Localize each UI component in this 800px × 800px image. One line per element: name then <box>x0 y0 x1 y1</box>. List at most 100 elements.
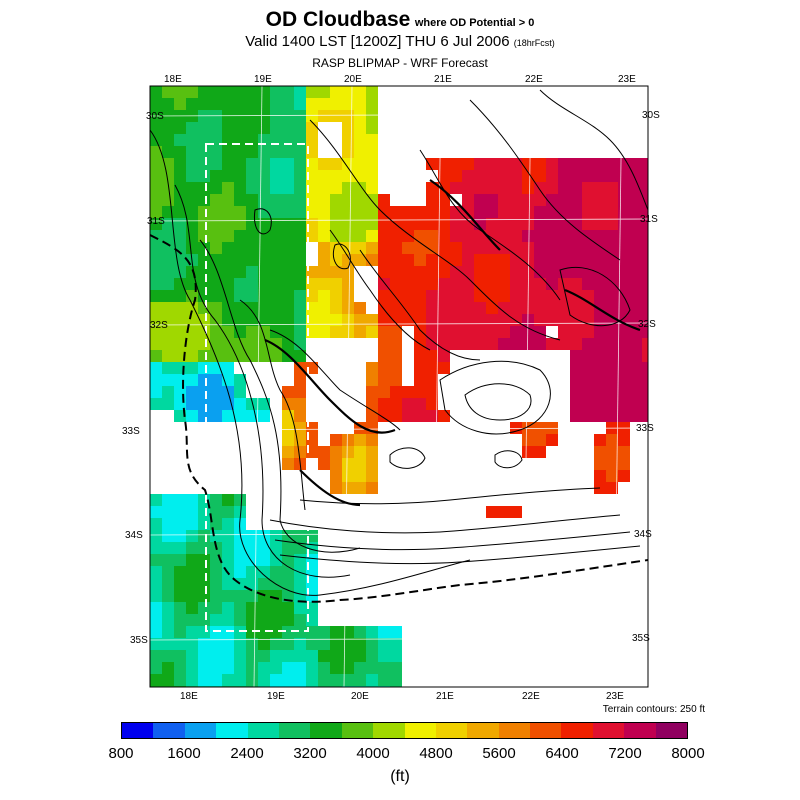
field-cell <box>510 182 522 194</box>
colorbar-swatch <box>530 723 562 738</box>
field-cell <box>234 98 246 110</box>
colorbar-swatch <box>247 723 279 738</box>
field-cell <box>642 338 648 350</box>
field-cell <box>258 194 270 206</box>
field-cell <box>342 206 354 218</box>
field-cell <box>150 206 162 218</box>
field-cell <box>246 326 258 338</box>
field-cell <box>258 98 270 110</box>
field-cell <box>570 302 582 314</box>
field-cell <box>378 398 390 410</box>
field-cell <box>234 374 246 386</box>
field-cell <box>294 446 306 458</box>
field-cell <box>198 542 210 554</box>
field-cell <box>522 254 534 266</box>
field-cell <box>618 278 630 290</box>
field-cell <box>186 158 198 170</box>
field-cell <box>618 206 630 218</box>
field-cell <box>174 86 186 98</box>
field-cell <box>282 170 294 182</box>
field-cell <box>258 638 270 650</box>
colorbar-swatch <box>435 723 468 738</box>
field-cell <box>618 398 630 410</box>
field-cell <box>474 302 486 314</box>
field-cell <box>198 170 210 182</box>
field-cell <box>162 302 174 314</box>
field-cell <box>630 302 642 314</box>
field-cell <box>606 326 618 338</box>
field-cell <box>546 290 558 302</box>
colorbar-swatch <box>341 723 374 738</box>
left-lat-label-33s: 33S <box>122 426 140 437</box>
field-cell <box>354 650 366 662</box>
field-cell <box>162 662 174 674</box>
field-cell <box>162 566 174 578</box>
field-cell <box>486 206 498 218</box>
field-cell <box>354 134 366 146</box>
field-cell <box>354 158 366 170</box>
field-cell <box>150 170 162 182</box>
field-cell <box>342 98 354 110</box>
field-cell <box>462 206 474 218</box>
field-cell <box>162 134 174 146</box>
field-cell <box>294 218 306 230</box>
field-cell <box>366 374 378 386</box>
field-cell <box>630 206 642 218</box>
valid-time: Valid 1400 LST [1200Z] THU 6 Jul 2006 <box>245 33 510 50</box>
field-cell <box>498 206 510 218</box>
field-cell <box>426 350 438 362</box>
field-cell <box>558 338 570 350</box>
field-cell <box>282 158 294 170</box>
field-cell <box>414 362 426 374</box>
field-cell <box>198 194 210 206</box>
field-cell <box>150 506 162 518</box>
field-cell <box>270 242 282 254</box>
field-cell <box>222 650 234 662</box>
field-cell <box>426 338 438 350</box>
field-cell <box>186 590 198 602</box>
field-cell <box>258 602 270 614</box>
left-lat-label-31s: 31S <box>147 216 165 227</box>
field-cell <box>558 278 570 290</box>
field-cell <box>342 662 354 674</box>
field-cell <box>354 206 366 218</box>
field-cell <box>234 86 246 98</box>
field-cell <box>618 302 630 314</box>
field-cell <box>558 242 570 254</box>
field-cell <box>642 266 648 278</box>
field-cell <box>234 566 246 578</box>
valid-time-line: Valid 1400 LST [1200Z] THU 6 Jul 2006 (1… <box>0 33 800 50</box>
field-cell <box>342 626 354 638</box>
field-cell <box>342 110 354 122</box>
field-cell <box>294 422 306 434</box>
field-cell <box>198 374 210 386</box>
meridian-line <box>522 85 532 688</box>
field-cell <box>474 182 486 194</box>
field-cell <box>222 518 234 530</box>
field-cell <box>378 254 390 266</box>
field-cell <box>150 638 162 650</box>
right-lat-label-35s: 35S <box>632 633 650 644</box>
field-cell <box>642 314 648 326</box>
field-cell <box>594 398 606 410</box>
field-cell <box>354 314 366 326</box>
field-cell <box>462 290 474 302</box>
field-cell <box>222 578 234 590</box>
field-cell <box>366 206 378 218</box>
field-cell <box>462 326 474 338</box>
field-cell <box>222 338 234 350</box>
field-cell <box>546 182 558 194</box>
cloudbase-field <box>150 86 648 687</box>
field-cell <box>366 650 378 662</box>
field-cell <box>282 254 294 266</box>
field-cell <box>426 182 438 194</box>
field-cell <box>486 242 498 254</box>
field-cell <box>258 170 270 182</box>
field-cell <box>162 170 174 182</box>
field-cell <box>546 314 558 326</box>
field-cell <box>210 122 222 134</box>
right-lat-label-34s: 34S <box>634 529 652 540</box>
field-cell <box>210 326 222 338</box>
field-cell <box>150 314 162 326</box>
field-cell <box>150 278 162 290</box>
